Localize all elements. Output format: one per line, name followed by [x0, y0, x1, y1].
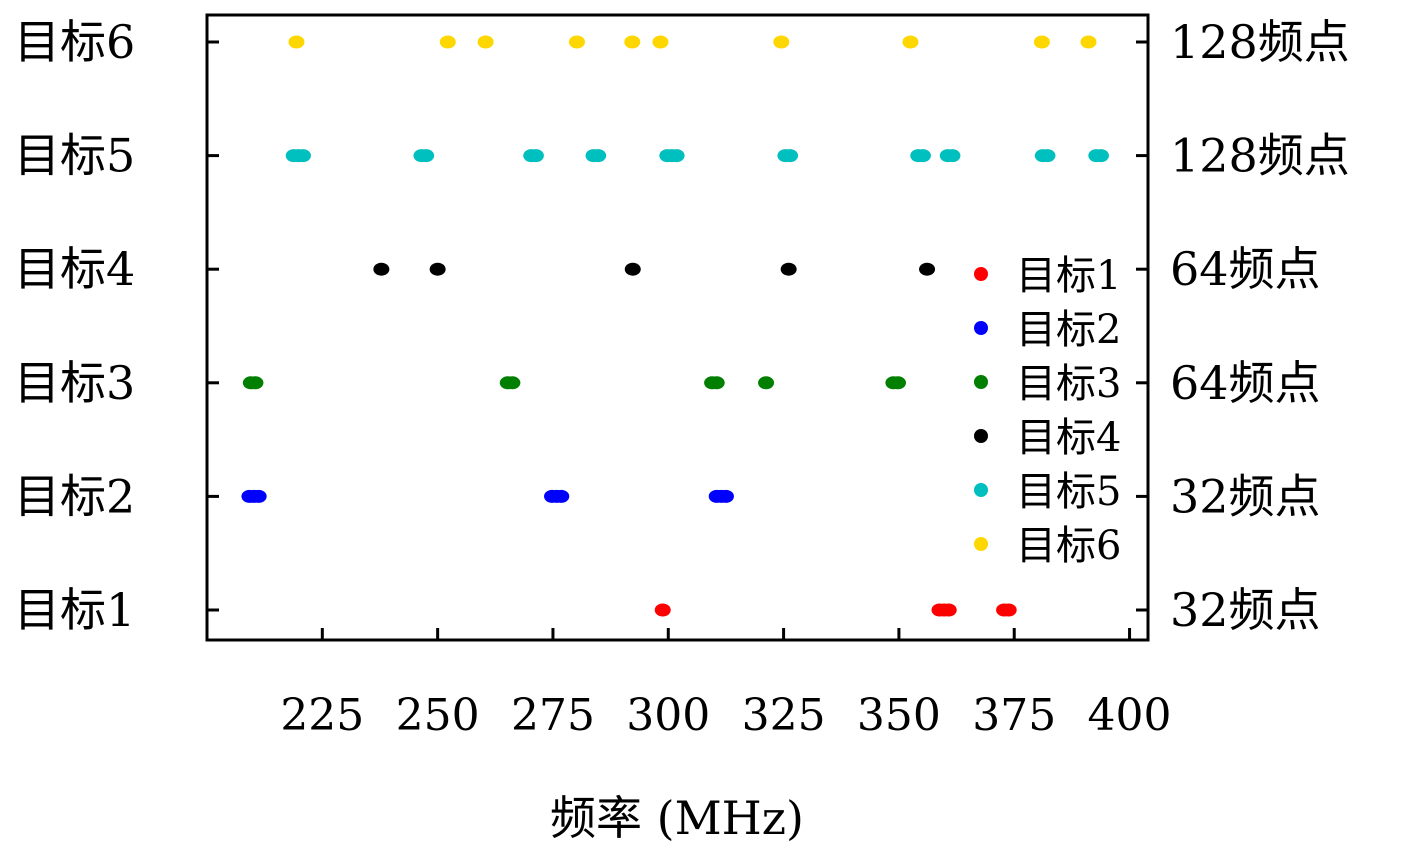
- data-point: [250, 489, 267, 503]
- plot-frame: [205, 13, 1150, 642]
- data-point: [477, 35, 494, 49]
- x-tick-label: 350: [857, 690, 941, 741]
- legend-marker: [974, 267, 988, 281]
- data-point: [553, 489, 570, 503]
- right-frequency-label: 64频点: [1170, 356, 1321, 410]
- legend-marker: [974, 483, 988, 497]
- legend-label: 目标6: [1016, 523, 1121, 569]
- x-tick-label: 250: [396, 690, 480, 741]
- data-point: [654, 603, 671, 617]
- right-frequency-label: 128频点: [1170, 15, 1350, 69]
- data-point: [288, 35, 305, 49]
- legend-label: 目标4: [1016, 415, 1121, 461]
- y-category-label: 目标4: [14, 242, 135, 296]
- data-point: [624, 262, 641, 276]
- data-point: [944, 149, 961, 163]
- x-axis-title: 频率 (MHz): [550, 791, 804, 845]
- y-category-label: 目标2: [14, 469, 135, 523]
- y-category-labels: 目标1 目标2 目标3 目标4 目标5 目标6: [14, 15, 1148, 637]
- data-point: [1039, 149, 1056, 163]
- legend-marker: [974, 321, 988, 335]
- x-tick-label: 375: [972, 690, 1056, 741]
- data-point: [1000, 603, 1017, 617]
- data-point: [373, 262, 390, 276]
- legend-label: 目标2: [1016, 307, 1121, 353]
- y-category-label: 目标6: [14, 15, 135, 69]
- legend-label: 目标5: [1016, 469, 1121, 515]
- data-point: [652, 35, 669, 49]
- right-frequency-label: 32频点: [1170, 583, 1321, 637]
- data-point: [758, 376, 775, 390]
- legend-label: 目标3: [1016, 361, 1121, 407]
- y-category-label: 目标5: [14, 129, 135, 183]
- data-point: [429, 262, 446, 276]
- legend-marker: [974, 375, 988, 389]
- data-point: [590, 149, 607, 163]
- data-point: [780, 262, 797, 276]
- x-tick-label: 400: [1088, 690, 1172, 741]
- legend-marker: [974, 537, 988, 551]
- x-tick-label: 325: [742, 690, 826, 741]
- right-frequency-label: 32频点: [1170, 469, 1321, 523]
- right-frequency-label: 64频点: [1170, 242, 1321, 296]
- y-category-label: 目标1: [14, 583, 135, 637]
- data-point: [247, 376, 264, 390]
- data-point: [889, 376, 906, 390]
- right-frequency-label: 128频点: [1170, 129, 1350, 183]
- x-tick-label: 275: [511, 690, 595, 741]
- legend: 目标1 目标2 目标3 目标4 目标5 目标6: [974, 253, 1121, 569]
- data-point: [1092, 149, 1109, 163]
- data-point: [708, 376, 725, 390]
- data-point: [1033, 35, 1050, 49]
- data-point: [940, 603, 957, 617]
- data-point: [624, 35, 641, 49]
- data-point: [418, 149, 435, 163]
- right-frequency-labels: 32频点 32频点 64频点 64频点 128频点 128频点: [1170, 15, 1350, 637]
- data-point: [717, 489, 734, 503]
- data-point: [294, 149, 311, 163]
- x-tick-label: 225: [280, 690, 364, 741]
- legend-label: 目标1: [1016, 253, 1121, 299]
- data-point: [504, 376, 521, 390]
- x-tick-label: 300: [626, 690, 710, 741]
- y-category-label: 目标3: [14, 356, 135, 410]
- data-points: [241, 35, 1109, 617]
- x-axis-ticks: 225 250 275 300 325 350 375 400: [280, 628, 1172, 741]
- data-point: [439, 35, 456, 49]
- data-point: [568, 35, 585, 49]
- data-point: [919, 262, 936, 276]
- data-point: [527, 149, 544, 163]
- data-point: [668, 149, 685, 163]
- data-point: [914, 149, 931, 163]
- data-point: [782, 149, 799, 163]
- data-point: [1080, 35, 1097, 49]
- data-point: [902, 35, 919, 49]
- data-point: [773, 35, 790, 49]
- legend-marker: [974, 429, 988, 443]
